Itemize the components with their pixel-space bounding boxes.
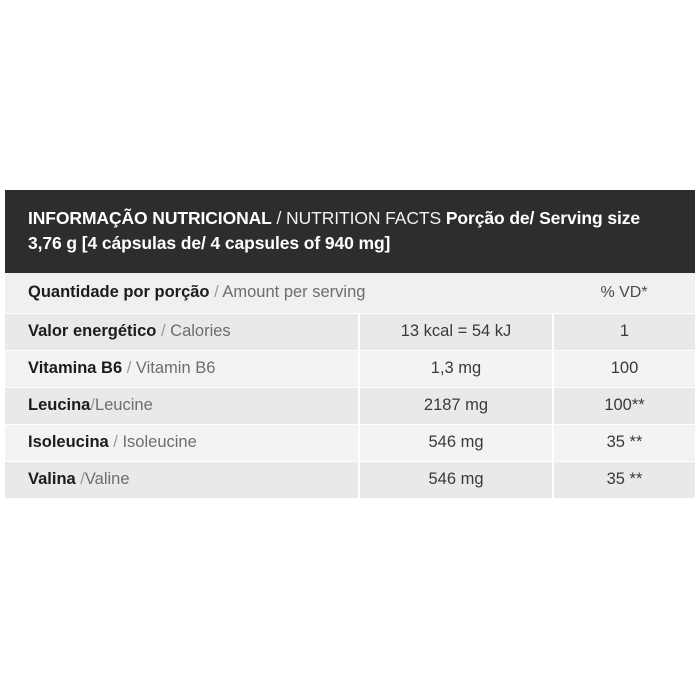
row-name-cell: Valor energético / Calories [5,313,360,351]
header-amount-en: Amount per serving [222,283,366,302]
nutrient-name-en: Valine [84,470,130,489]
table-row: Vitamina B6 / Vitamin B6 1,3 mg 100 [5,350,696,388]
row-vd-cell: 1 [553,313,696,351]
header-cell-amount-per-serving: Quantidade por porção / Amount per servi… [5,272,554,314]
table-row: Isoleucina / Isoleucine 546 mg 35 ** [5,424,696,462]
nutrient-name-en: Vitamin B6 [135,359,216,378]
banner-title-pt: INFORMAÇÃO NUTRICIONAL [28,208,272,228]
table-row: Valor energético / Calories 13 kcal = 54… [5,313,696,351]
nutrition-facts-panel: INFORMAÇÃO NUTRICIONAL / NUTRITION FACTS… [5,190,696,499]
nutrient-name-pt: Vitamina B6 [28,359,123,378]
nutrition-table: Quantidade por porção / Amount per servi… [5,272,696,499]
row-vd-cell: 100** [553,387,696,425]
nutrient-name-separator: / [75,470,85,489]
nutrient-name-en: Calories [170,322,231,341]
nutrition-banner: INFORMAÇÃO NUTRICIONAL / NUTRITION FACTS… [5,190,695,273]
row-vd-cell: 35 ** [553,424,696,462]
banner-title-en: NUTRITION FACTS [286,208,442,228]
table-row: Leucina/Leucine 2187 mg 100** [5,387,696,425]
nutrient-name-pt: Leucina [28,396,91,415]
row-amount-cell: 546 mg [359,424,555,462]
row-name-cell: Vitamina B6 / Vitamin B6 [5,350,360,388]
row-name-cell: Isoleucina / Isoleucine [5,424,360,462]
nutrient-name-pt: Valor energético [28,322,157,341]
row-amount-cell: 13 kcal = 54 kJ [359,313,555,351]
header-cell-percent-vd: % VD* [553,272,696,314]
table-row: Valina /Valine 546 mg 35 ** [5,461,696,499]
row-name-cell: Valina /Valine [5,461,360,499]
table-header-row: Quantidade por porção / Amount per servi… [5,272,696,314]
nutrient-name-separator: / [108,433,123,452]
nutrient-name-separator: / [122,359,136,378]
nutrient-name-en: Isoleucine [122,433,197,452]
nutrient-name-separator: / [156,322,171,341]
nutrient-name-en: Leucine [94,396,153,415]
banner-title-separator: / [271,208,287,228]
header-amount-separator: / [209,283,223,302]
row-name-cell: Leucina/Leucine [5,387,360,425]
banner-serving-size: Porção de/ Serving size 3,76 g [4 cápsul… [28,208,641,253]
nutrient-name-separator: / [90,396,95,415]
row-vd-cell: 35 ** [553,461,696,499]
nutrient-name-pt: Isoleucina [28,433,109,452]
row-vd-cell: 100 [553,350,696,388]
row-amount-cell: 546 mg [359,461,555,499]
row-amount-cell: 1,3 mg [359,350,555,388]
nutrient-name-pt: Valina [28,470,76,489]
row-amount-cell: 2187 mg [359,387,555,425]
header-amount-pt: Quantidade por porção [28,283,210,302]
